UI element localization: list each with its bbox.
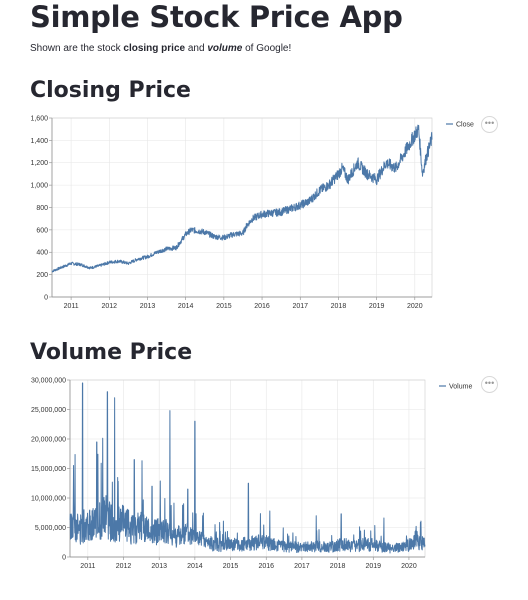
legend-label: Volume: [449, 384, 472, 391]
closing-price-heading: Closing Price: [30, 78, 191, 103]
description-post: of Google!: [242, 43, 292, 54]
volume-price-heading: Volume Price: [30, 340, 193, 365]
y-tick-label: 30,000,000: [31, 377, 66, 384]
y-tick-label: 600: [36, 227, 48, 234]
page-title: Simple Stock Price App: [30, 0, 403, 34]
x-tick-label: 2014: [187, 563, 203, 570]
series-line: [69, 382, 426, 554]
x-tick-label: 2011: [80, 563, 95, 570]
y-tick-label: 5,000,000: [35, 525, 66, 532]
x-tick-label: 2015: [216, 303, 232, 310]
x-tick-label: 2018: [330, 563, 346, 570]
x-tick-label: 2019: [365, 563, 381, 570]
y-tick-label: 1,000: [30, 183, 48, 190]
ellipsis-icon: •••: [484, 118, 495, 128]
closing-price-chart-svg: 0 200 400 600 800 1,000 1,200 1,400 1,600 2011 201…: [30, 115, 474, 310]
x-tick-label: 2014: [178, 303, 194, 310]
page-description: Shown are the stock closing price and vo…: [30, 43, 291, 54]
x-tick-label: 2016: [254, 303, 270, 310]
y-tick-label: 1,600: [30, 115, 48, 122]
x-tick-label: 2015: [223, 563, 239, 570]
y-tick-label: 1,200: [30, 160, 48, 167]
x-tick-label: 2013: [140, 303, 156, 310]
description-pre: Shown are the stock: [30, 43, 124, 54]
x-tick-label: 2017: [294, 563, 310, 570]
description-bold: closing price: [123, 43, 186, 54]
y-tick-label: 15,000,000: [31, 466, 66, 473]
y-tick-label: 10,000,000: [31, 495, 66, 502]
volume-price-chart-svg: 0 5,000,000 10,000,000 15,000,000 20,000,000…: [31, 377, 473, 570]
ellipsis-icon: •••: [484, 378, 495, 388]
closing-chart-menu-button[interactable]: •••: [481, 116, 498, 133]
y-tick-label: 800: [36, 205, 48, 212]
series-line: [51, 124, 433, 273]
y-tick-label: 25,000,000: [31, 407, 66, 414]
description-mid: and: [185, 43, 208, 54]
x-tick-label: 2016: [258, 563, 274, 570]
x-tick-label: 2013: [151, 563, 167, 570]
x-tick-label: 2020: [401, 563, 417, 570]
description-bold-italic: volume: [207, 43, 243, 54]
y-tick-label: 0: [62, 554, 66, 561]
y-tick-label: 20,000,000: [31, 436, 66, 443]
volume-chart-menu-button[interactable]: •••: [481, 376, 498, 393]
x-tick-label: 2019: [369, 303, 385, 310]
y-tick-label: 400: [36, 250, 48, 257]
y-tick-label: 200: [36, 272, 48, 279]
legend-label: Close: [456, 122, 474, 129]
volume-price-chart[interactable]: 0 5,000,000 10,000,000 15,000,000 20,000,000…: [0, 372, 528, 577]
x-tick-label: 2011: [64, 303, 79, 310]
closing-price-chart[interactable]: 0 200 400 600 800 1,000 1,200 1,400 1,600 2011 201…: [0, 110, 528, 315]
x-tick-label: 2012: [101, 303, 117, 310]
x-tick-label: 2020: [407, 303, 423, 310]
y-tick-label: 1,400: [30, 138, 48, 145]
y-tick-label: 0: [44, 294, 48, 301]
x-tick-label: 2012: [116, 563, 132, 570]
x-tick-label: 2018: [331, 303, 347, 310]
x-tick-label: 2017: [292, 303, 308, 310]
